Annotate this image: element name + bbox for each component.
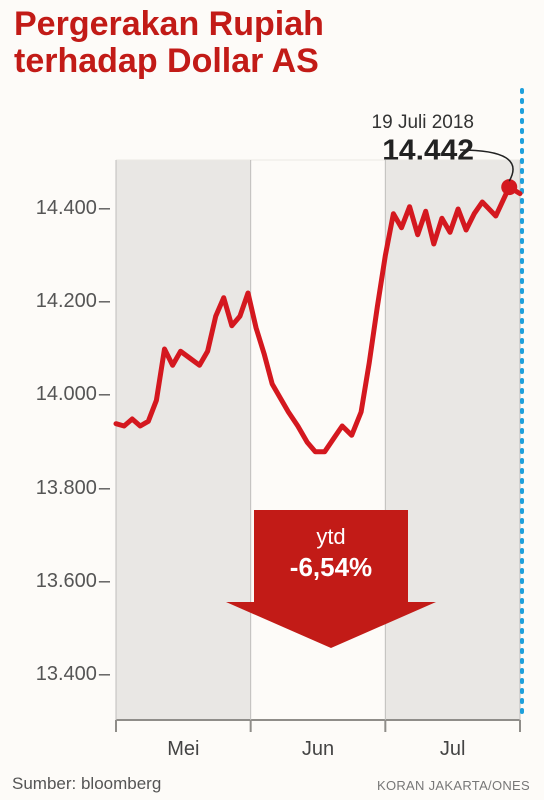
y-tick-label: 14.000–: [0, 383, 110, 406]
x-month-label: Mei: [143, 738, 223, 761]
source-label: Sumber: bloomberg: [12, 774, 161, 794]
y-tick-label: 14.400–: [0, 197, 110, 220]
y-tick-label: 13.400–: [0, 663, 110, 686]
ytd-value: -6,54%: [254, 552, 408, 583]
credit-label: KORAN JAKARTA/ONES: [377, 778, 530, 793]
y-tick-label: 13.600–: [0, 570, 110, 593]
x-month-label: Jul: [413, 738, 493, 761]
chart-container: { "title_line1": "Pergerakan Rupiah", "t…: [0, 0, 544, 800]
x-month-label: Jun: [278, 738, 358, 761]
y-tick-label: 14.200–: [0, 290, 110, 313]
y-tick-label: 13.800–: [0, 477, 110, 500]
ytd-arrow-label: ytd -6,54%: [254, 524, 408, 583]
ytd-label: ytd: [254, 524, 408, 550]
